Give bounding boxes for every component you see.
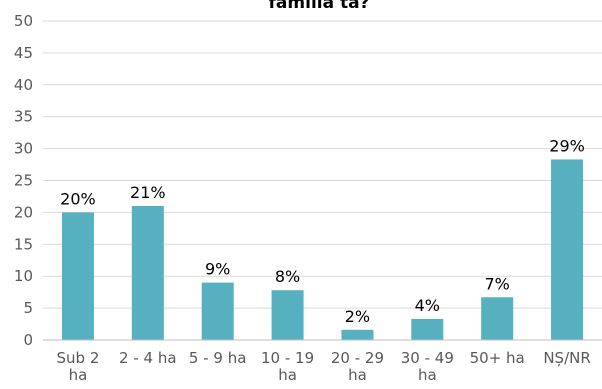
gridlines <box>43 20 602 309</box>
data-label: 4% <box>415 296 440 315</box>
y-tick-label: 30 <box>14 140 33 158</box>
bar <box>131 206 164 340</box>
bar <box>201 282 234 340</box>
y-tick-label: 40 <box>14 76 33 94</box>
data-label: 2% <box>345 307 370 326</box>
y-axis: 0 5 10 15 20 25 30 35 40 45 50 <box>14 12 33 349</box>
y-tick-label: 0 <box>23 331 33 349</box>
bar <box>341 329 374 340</box>
y-tick-label: 35 <box>14 108 33 126</box>
chart-title: familia ta? <box>269 0 370 13</box>
data-label: 8% <box>275 267 300 286</box>
x-tick-label: 50+ ha <box>470 349 525 367</box>
y-tick-label: 5 <box>23 299 33 317</box>
y-tick-label: 50 <box>14 12 33 30</box>
x-tick-label: 10 - 19 ha <box>261 349 314 384</box>
y-tick-label: 45 <box>14 44 33 62</box>
data-label: 21% <box>130 183 166 202</box>
y-tick-label: 25 <box>14 172 33 190</box>
y-tick-label: 10 <box>14 267 33 285</box>
x-tick-label: NȘ/NR <box>543 349 590 367</box>
data-label: 20% <box>60 189 96 208</box>
y-tick-label: 20 <box>14 203 33 221</box>
data-label: 9% <box>205 260 230 279</box>
data-labels: 20% 21% 9% 8% 2% 4% 7% 29% <box>60 136 585 325</box>
x-tick-label: 5 - 9 ha <box>189 349 247 367</box>
x-tick-label: 30 - 49 ha <box>401 349 454 384</box>
x-tick-label: 20 - 29 ha <box>331 349 384 384</box>
x-tick-label: Sub 2 ha <box>57 349 100 384</box>
data-label: 29% <box>549 136 585 155</box>
bar <box>271 290 304 340</box>
bar <box>61 212 94 340</box>
data-label: 7% <box>484 274 509 293</box>
y-tick-label: 15 <box>14 235 33 253</box>
x-tick-label: 2 - 4 ha <box>119 349 177 367</box>
bar <box>481 297 514 340</box>
bar <box>411 318 444 340</box>
bar <box>551 159 584 340</box>
x-axis: Sub 2 ha 2 - 4 ha 5 - 9 ha 10 - 19 ha 20 - 29 h… <box>43 339 602 384</box>
bars <box>61 159 584 340</box>
